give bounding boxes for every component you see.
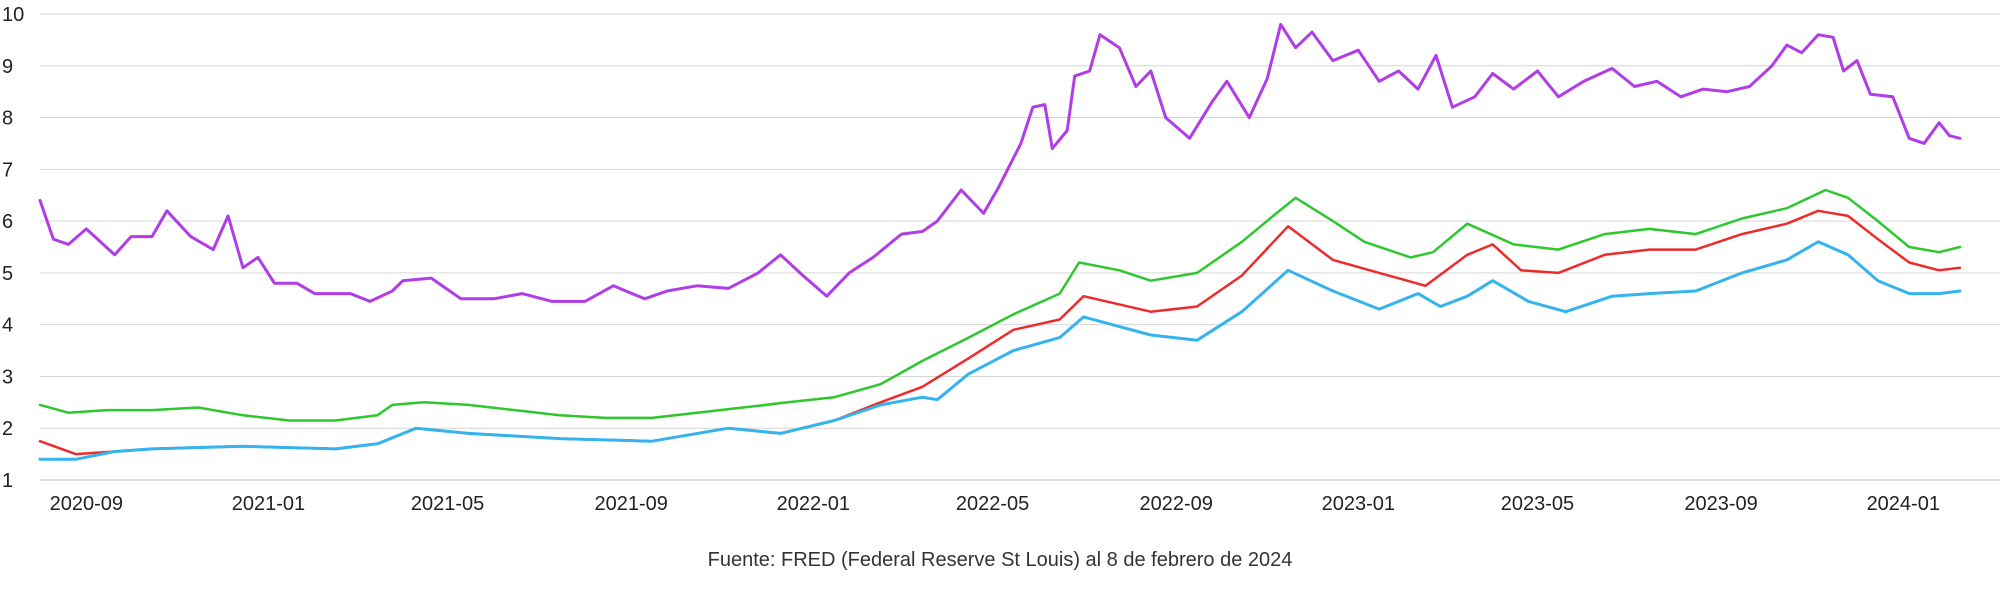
y-tick-label: 3 [2,366,13,388]
series-line-3 [38,209,1962,456]
x-tick-label: 2024-01 [1867,493,1940,515]
y-tick-label: 5 [2,263,13,285]
x-axis-tick-labels: 2020-09 2021-01 2021-05 2021-09 2022-01 2022-… [50,493,1940,515]
source-note: Fuente: FRED (Federal Reserve St Louis) … [708,549,1293,571]
gridlines [40,13,2000,481]
x-tick-label: 2023-09 [1684,493,1757,515]
y-tick-label: 2 [2,418,13,440]
y-tick-label: 10 [2,4,24,26]
y-axis-tick-labels: 1 2 3 4 5 6 7 8 9 10 [2,4,24,492]
x-tick-label: 2023-01 [1322,493,1395,515]
series-line-2 [38,188,1962,422]
x-tick-label: 2023-05 [1501,493,1574,515]
x-tick-label: 2022-05 [956,493,1029,515]
series-line-4 [38,240,1962,461]
y-tick-label: 1 [2,470,13,492]
y-tick-label: 8 [2,108,13,130]
y-tick-label: 4 [2,315,13,337]
x-tick-label: 2020-09 [50,493,123,515]
y-tick-label: 6 [2,211,13,233]
series-lines [38,22,1962,461]
x-tick-label: 2021-09 [595,493,668,515]
x-tick-label: 2022-01 [777,493,850,515]
series-line-1 [38,22,1962,303]
y-tick-label: 7 [2,159,13,181]
x-tick-label: 2022-09 [1139,493,1212,515]
x-tick-label: 2021-01 [232,493,305,515]
y-tick-label: 9 [2,56,13,78]
x-tick-label: 2021-05 [411,493,484,515]
